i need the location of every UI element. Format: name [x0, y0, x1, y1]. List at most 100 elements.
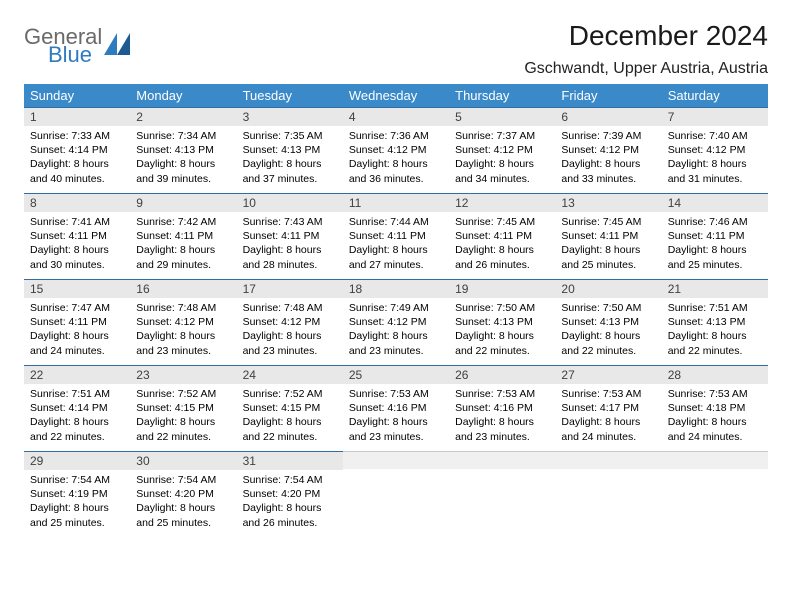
sunset-text: Sunset: 4:13 PM [561, 315, 655, 329]
daylight-text: Daylight: 8 hours and 22 minutes. [243, 415, 337, 443]
sunset-text: Sunset: 4:16 PM [349, 401, 443, 415]
day-content: 3Sunrise: 7:35 AMSunset: 4:13 PMDaylight… [237, 107, 343, 193]
day-number: 13 [555, 193, 661, 212]
weekday-header: Saturday [662, 84, 768, 107]
day-details: Sunrise: 7:40 AMSunset: 4:12 PMDaylight:… [662, 126, 768, 190]
day-number: 11 [343, 193, 449, 212]
sunset-text: Sunset: 4:20 PM [136, 487, 230, 501]
calendar-day-cell [555, 451, 661, 537]
day-number: 27 [555, 365, 661, 384]
calendar-day-cell [662, 451, 768, 537]
daylight-text: Daylight: 8 hours and 22 minutes. [561, 329, 655, 357]
sunrise-text: Sunrise: 7:37 AM [455, 129, 549, 143]
calendar-week-row: 15Sunrise: 7:47 AMSunset: 4:11 PMDayligh… [24, 279, 768, 365]
day-details: Sunrise: 7:44 AMSunset: 4:11 PMDaylight:… [343, 212, 449, 276]
calendar-page: General Blue December 2024 Gschwandt, Up… [0, 0, 792, 557]
day-details: Sunrise: 7:54 AMSunset: 4:19 PMDaylight:… [24, 470, 130, 534]
daylight-text: Daylight: 8 hours and 27 minutes. [349, 243, 443, 271]
calendar-day-cell: 13Sunrise: 7:45 AMSunset: 4:11 PMDayligh… [555, 193, 661, 279]
sunset-text: Sunset: 4:12 PM [349, 143, 443, 157]
day-details: Sunrise: 7:50 AMSunset: 4:13 PMDaylight:… [449, 298, 555, 362]
day-content: 10Sunrise: 7:43 AMSunset: 4:11 PMDayligh… [237, 193, 343, 279]
calendar-day-cell: 16Sunrise: 7:48 AMSunset: 4:12 PMDayligh… [130, 279, 236, 365]
day-number: 24 [237, 365, 343, 384]
day-content: 13Sunrise: 7:45 AMSunset: 4:11 PMDayligh… [555, 193, 661, 279]
calendar-day-cell: 10Sunrise: 7:43 AMSunset: 4:11 PMDayligh… [237, 193, 343, 279]
day-details: Sunrise: 7:34 AMSunset: 4:13 PMDaylight:… [130, 126, 236, 190]
sunrise-text: Sunrise: 7:51 AM [30, 387, 124, 401]
calendar-day-cell: 28Sunrise: 7:53 AMSunset: 4:18 PMDayligh… [662, 365, 768, 451]
day-content: 7Sunrise: 7:40 AMSunset: 4:12 PMDaylight… [662, 107, 768, 193]
brand-triangle-icon [104, 33, 130, 55]
sunset-text: Sunset: 4:12 PM [668, 143, 762, 157]
empty-day [555, 451, 661, 469]
header-row: General Blue December 2024 Gschwandt, Up… [24, 20, 768, 78]
calendar-day-cell: 5Sunrise: 7:37 AMSunset: 4:12 PMDaylight… [449, 107, 555, 193]
day-details: Sunrise: 7:48 AMSunset: 4:12 PMDaylight:… [130, 298, 236, 362]
day-number: 6 [555, 107, 661, 126]
location-subtitle: Gschwandt, Upper Austria, Austria [524, 60, 768, 78]
day-number: 20 [555, 279, 661, 298]
sunset-text: Sunset: 4:11 PM [30, 229, 124, 243]
daylight-text: Daylight: 8 hours and 24 minutes. [30, 329, 124, 357]
calendar-day-cell: 20Sunrise: 7:50 AMSunset: 4:13 PMDayligh… [555, 279, 661, 365]
day-content: 4Sunrise: 7:36 AMSunset: 4:12 PMDaylight… [343, 107, 449, 193]
daylight-text: Daylight: 8 hours and 23 minutes. [136, 329, 230, 357]
day-content: 28Sunrise: 7:53 AMSunset: 4:18 PMDayligh… [662, 365, 768, 451]
day-number: 17 [237, 279, 343, 298]
sunset-text: Sunset: 4:18 PM [668, 401, 762, 415]
brand-logo: General Blue [24, 26, 130, 66]
day-number: 19 [449, 279, 555, 298]
sunrise-text: Sunrise: 7:36 AM [349, 129, 443, 143]
day-number: 15 [24, 279, 130, 298]
sunrise-text: Sunrise: 7:53 AM [349, 387, 443, 401]
sunrise-text: Sunrise: 7:47 AM [30, 301, 124, 315]
calendar-day-cell: 6Sunrise: 7:39 AMSunset: 4:12 PMDaylight… [555, 107, 661, 193]
daylight-text: Daylight: 8 hours and 33 minutes. [561, 157, 655, 185]
calendar-day-cell: 24Sunrise: 7:52 AMSunset: 4:15 PMDayligh… [237, 365, 343, 451]
sunset-text: Sunset: 4:13 PM [455, 315, 549, 329]
sunrise-text: Sunrise: 7:54 AM [30, 473, 124, 487]
empty-day [343, 451, 449, 469]
day-content: 20Sunrise: 7:50 AMSunset: 4:13 PMDayligh… [555, 279, 661, 365]
day-details: Sunrise: 7:54 AMSunset: 4:20 PMDaylight:… [237, 470, 343, 534]
calendar-day-cell: 15Sunrise: 7:47 AMSunset: 4:11 PMDayligh… [24, 279, 130, 365]
day-content: 18Sunrise: 7:49 AMSunset: 4:12 PMDayligh… [343, 279, 449, 365]
day-number: 1 [24, 107, 130, 126]
sunset-text: Sunset: 4:11 PM [243, 229, 337, 243]
day-content: 30Sunrise: 7:54 AMSunset: 4:20 PMDayligh… [130, 451, 236, 537]
day-number: 8 [24, 193, 130, 212]
daylight-text: Daylight: 8 hours and 40 minutes. [30, 157, 124, 185]
brand-text: General Blue [24, 26, 102, 66]
sunrise-text: Sunrise: 7:50 AM [455, 301, 549, 315]
sunset-text: Sunset: 4:11 PM [136, 229, 230, 243]
sunrise-text: Sunrise: 7:52 AM [243, 387, 337, 401]
sunset-text: Sunset: 4:13 PM [243, 143, 337, 157]
calendar-week-row: 29Sunrise: 7:54 AMSunset: 4:19 PMDayligh… [24, 451, 768, 537]
daylight-text: Daylight: 8 hours and 22 minutes. [136, 415, 230, 443]
day-details: Sunrise: 7:53 AMSunset: 4:16 PMDaylight:… [449, 384, 555, 448]
day-details: Sunrise: 7:51 AMSunset: 4:13 PMDaylight:… [662, 298, 768, 362]
day-content: 27Sunrise: 7:53 AMSunset: 4:17 PMDayligh… [555, 365, 661, 451]
sunrise-text: Sunrise: 7:53 AM [561, 387, 655, 401]
sunrise-text: Sunrise: 7:54 AM [136, 473, 230, 487]
day-content: 6Sunrise: 7:39 AMSunset: 4:12 PMDaylight… [555, 107, 661, 193]
weekday-header: Thursday [449, 84, 555, 107]
sunset-text: Sunset: 4:13 PM [136, 143, 230, 157]
daylight-text: Daylight: 8 hours and 22 minutes. [30, 415, 124, 443]
day-details: Sunrise: 7:43 AMSunset: 4:11 PMDaylight:… [237, 212, 343, 276]
day-details: Sunrise: 7:42 AMSunset: 4:11 PMDaylight:… [130, 212, 236, 276]
calendar-day-cell: 21Sunrise: 7:51 AMSunset: 4:13 PMDayligh… [662, 279, 768, 365]
sunrise-text: Sunrise: 7:48 AM [136, 301, 230, 315]
day-number: 31 [237, 451, 343, 470]
day-content: 1Sunrise: 7:33 AMSunset: 4:14 PMDaylight… [24, 107, 130, 193]
daylight-text: Daylight: 8 hours and 29 minutes. [136, 243, 230, 271]
day-number: 22 [24, 365, 130, 384]
day-details: Sunrise: 7:53 AMSunset: 4:18 PMDaylight:… [662, 384, 768, 448]
day-content: 5Sunrise: 7:37 AMSunset: 4:12 PMDaylight… [449, 107, 555, 193]
sunset-text: Sunset: 4:14 PM [30, 401, 124, 415]
day-details: Sunrise: 7:47 AMSunset: 4:11 PMDaylight:… [24, 298, 130, 362]
day-content: 15Sunrise: 7:47 AMSunset: 4:11 PMDayligh… [24, 279, 130, 365]
day-content: 14Sunrise: 7:46 AMSunset: 4:11 PMDayligh… [662, 193, 768, 279]
day-number: 30 [130, 451, 236, 470]
